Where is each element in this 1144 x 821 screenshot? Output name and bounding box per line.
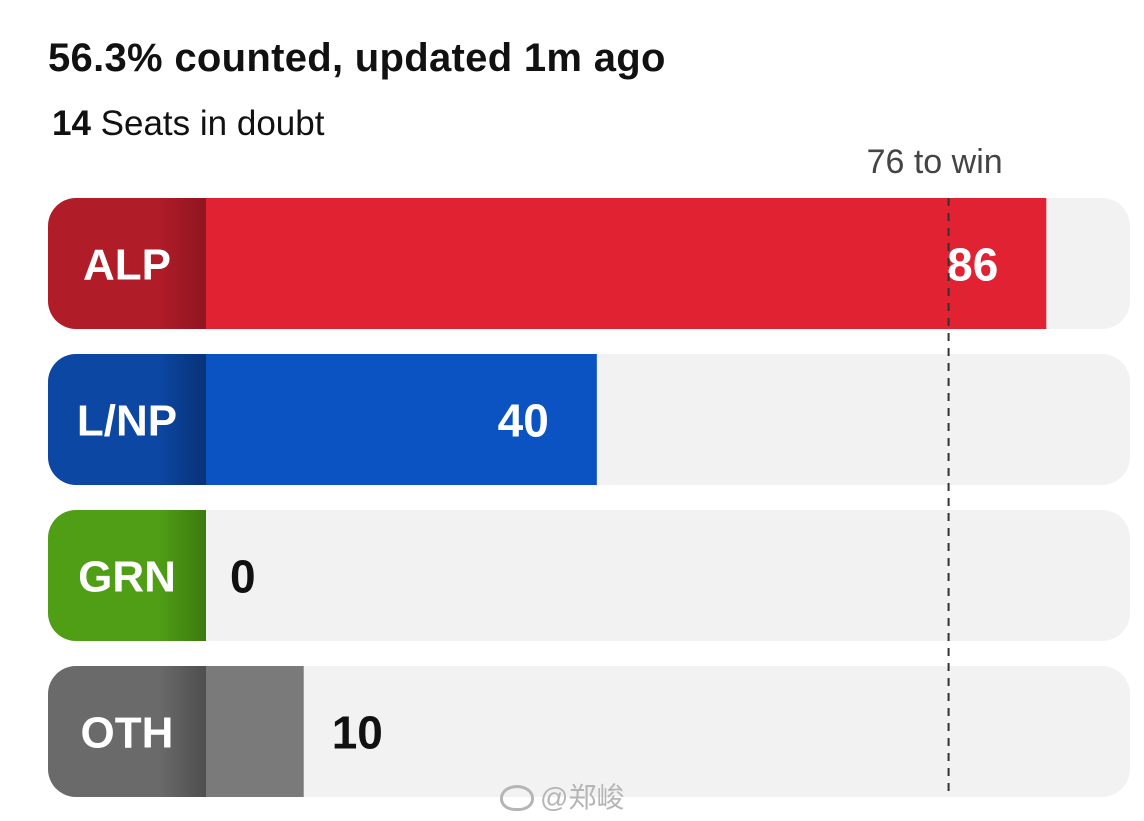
party-label-bg-oth <box>48 666 206 797</box>
watermark-text: @郑峻 <box>540 782 625 813</box>
bar-l-np <box>206 354 597 485</box>
value-label-l-np: 40 <box>498 395 549 447</box>
seats-in-doubt-label: Seats in doubt <box>90 104 325 143</box>
bar-row-l-np: L/NP 40 <box>48 354 1130 485</box>
bar-row-oth: OTH 10 <box>48 666 1130 797</box>
weibo-logo-icon <box>500 785 534 811</box>
seats-in-doubt: 14 Seats in doubt <box>52 104 324 144</box>
bar-track-grn <box>48 510 1130 641</box>
party-label-oth: OTH <box>81 709 174 758</box>
party-label-l-np: L/NP <box>77 397 177 446</box>
bar-row-grn: GRN 0 <box>48 510 1130 641</box>
page-title: 56.3% counted, updated 1m ago <box>48 36 666 80</box>
party-label-bg-alp <box>48 198 206 329</box>
party-label-alp: ALP <box>83 241 171 290</box>
watermark: @郑峻 <box>500 776 624 816</box>
value-label-grn: 0 <box>230 551 256 603</box>
party-label-bg-l-np <box>48 354 206 485</box>
value-label-alp: 86 <box>947 239 998 291</box>
party-label-bg-grn <box>48 510 206 641</box>
value-label-oth: 10 <box>332 707 383 759</box>
bar-row-alp: ALP 86 <box>48 198 1130 329</box>
seats-in-doubt-count: 14 <box>52 104 91 143</box>
target-label: 76 to win <box>867 143 1003 181</box>
party-label-grn: GRN <box>78 553 176 602</box>
bar-alp <box>206 198 1047 329</box>
bar-oth <box>206 666 304 797</box>
